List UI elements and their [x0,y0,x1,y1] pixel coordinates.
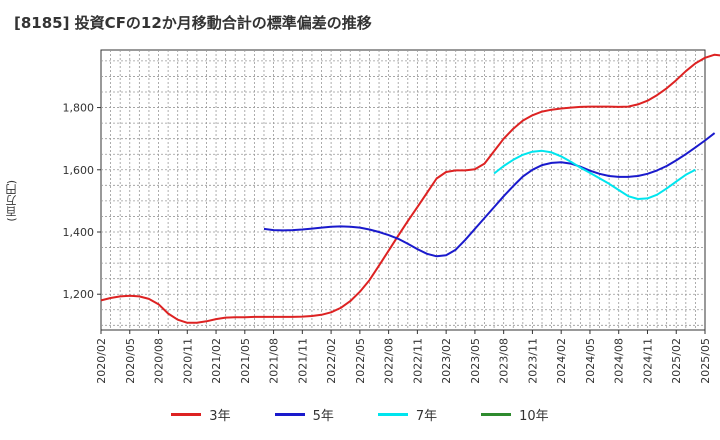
x-tick-label: 2024/02 [555,338,568,384]
grid-layer [100,49,706,331]
x-tick-label: 2020/11 [181,338,194,384]
x-tick-label: 2024/08 [613,338,626,384]
legend-label: 7年 [415,408,438,424]
legend-swatch [377,412,408,416]
series-line-3 [493,149,696,200]
x-tick-label: 2025/02 [670,338,683,384]
x-tick-label: 2020/05 [124,338,137,384]
x-tick-label: 2025/05 [699,338,712,384]
legend-item-2: 5年 [274,402,334,426]
x-tick-label: 2020/02 [95,338,108,384]
x-tick-label: 2022/02 [325,338,338,384]
series-layer [100,53,720,324]
legend-swatch [171,412,202,416]
legend: 3年 5年 7年 10年 [0,402,720,426]
legend-label: 3年 [209,408,231,424]
y-tick-label: 1,800 [63,102,95,115]
legend-label: 10年 [519,408,549,424]
x-tick-label: 2021/08 [268,338,281,384]
x-tick-label: 2024/05 [584,338,597,384]
legend-item-3: 7年 [377,402,438,426]
legend-label: 5年 [312,408,334,424]
x-tick-label: 2023/02 [440,338,453,384]
chart-title: [8185] 投資CFの12か月移動合計の標準偏差の推移 [14,14,372,32]
x-tick-label: 2023/05 [469,338,482,384]
series-line-2 [263,132,716,258]
x-tick-label: 2022/08 [383,338,396,384]
x-tick-label: 2020/08 [153,338,166,384]
axis-layer: 1,200 1,400 1,600 1,800 2020/02 2020/05 2020/0… [63,102,713,384]
legend-swatch [481,412,512,416]
x-tick-label: 2024/11 [641,338,654,384]
y-tick-label: 1,200 [63,288,95,301]
y-tick-label: 1,400 [63,226,95,239]
legend-item-4: 10年 [481,402,549,426]
x-tick-label: 2021/02 [210,338,223,384]
x-tick-label: 2022/11 [411,338,424,384]
legend-swatch [274,412,305,416]
x-tick-label: 2021/11 [296,338,309,384]
plot-frame [100,49,706,331]
series-line-1 [100,53,720,324]
y-tick-label: 1,600 [63,164,95,177]
x-tick-label: 2023/11 [526,338,539,384]
legend-item-1: 3年 [171,402,231,426]
x-tick-label: 2021/05 [239,338,252,384]
x-tick-label: 2022/05 [354,338,367,384]
x-tick-label: 2023/08 [498,338,511,384]
